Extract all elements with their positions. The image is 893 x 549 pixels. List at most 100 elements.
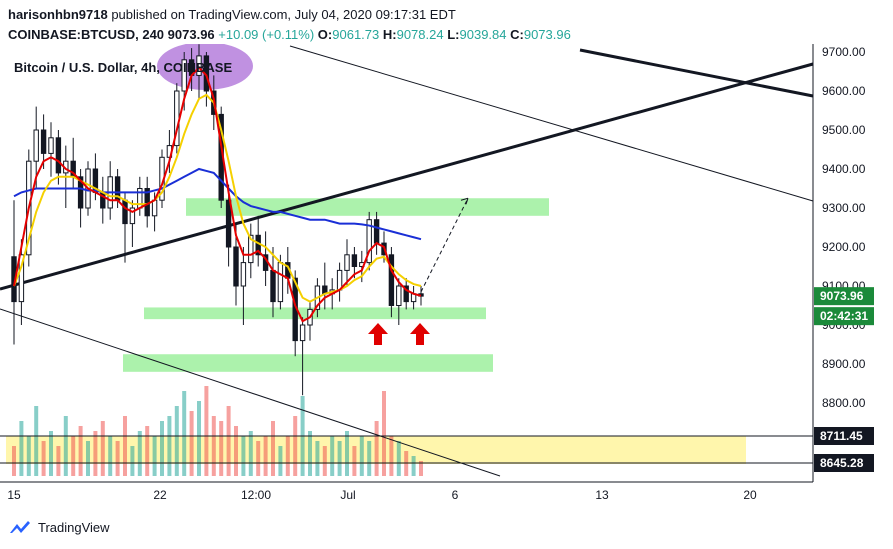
x-tick-label: 22 xyxy=(153,488,167,502)
y-tick-label: 9400.00 xyxy=(822,162,866,176)
volume-bar xyxy=(174,406,179,476)
volume-bar xyxy=(330,436,335,476)
candle-body xyxy=(181,59,187,92)
up-arrow-icon xyxy=(368,323,388,345)
price-change: +10.09 (+0.11%) xyxy=(218,27,315,42)
volume-bar xyxy=(56,446,61,476)
price-tag-label: 9073.96 xyxy=(820,289,864,303)
rising-trendline[interactable] xyxy=(0,62,814,291)
footer: TradingView xyxy=(8,519,110,535)
candle-body xyxy=(366,219,372,264)
candle-body xyxy=(233,246,239,287)
volume-bar xyxy=(93,431,98,476)
volume-bar xyxy=(145,426,150,476)
volume-bar xyxy=(411,456,416,476)
y-tick-label: 9600.00 xyxy=(822,84,866,98)
tradingview-logo-icon[interactable] xyxy=(8,519,32,535)
candle-body xyxy=(277,262,284,303)
volume-bar xyxy=(345,431,349,476)
x-tick-label: 12:00 xyxy=(241,488,271,502)
y-tick-label: 9200.00 xyxy=(822,240,866,254)
footer-brand[interactable]: TradingView xyxy=(38,519,110,535)
candle-body xyxy=(40,129,47,154)
y-tick-label: 9700.00 xyxy=(822,45,866,59)
volume-bar xyxy=(34,406,39,476)
trendlines-layer[interactable] xyxy=(0,45,814,477)
candle-body xyxy=(18,254,25,303)
volume-bar xyxy=(359,436,364,476)
volume-bar xyxy=(367,441,372,476)
price-chart[interactable]: 9700.00 9600.00 9500.00 9400.00 9300.00 9200.… xyxy=(0,44,893,514)
price-tag-label: 8645.28 xyxy=(820,456,864,470)
volume-bar xyxy=(130,446,135,476)
volume-bar xyxy=(26,436,31,476)
volume-bar xyxy=(189,411,194,476)
volume-bar xyxy=(197,401,201,476)
y-tick-label: 9300.00 xyxy=(822,201,866,215)
projection-line xyxy=(420,198,469,293)
volume-layer xyxy=(12,386,423,476)
x-tick-label: 15 xyxy=(7,488,21,502)
candle-body xyxy=(196,55,202,76)
volume-bar xyxy=(248,431,253,476)
volume-bar xyxy=(123,416,127,476)
up-arrow-icon xyxy=(410,323,430,345)
y-tick-label: 8800.00 xyxy=(822,396,866,410)
x-tick-label: Jul xyxy=(340,488,355,502)
lower-channel-line[interactable] xyxy=(0,308,501,477)
price-tag-box xyxy=(814,454,874,472)
volume-bar xyxy=(137,431,142,476)
annotations-layer xyxy=(368,197,469,345)
volume-bar xyxy=(219,421,224,476)
volume-bar xyxy=(322,446,327,476)
volume-bar xyxy=(271,421,275,476)
open-label: O: xyxy=(317,27,333,42)
candle-body xyxy=(122,199,128,225)
candle-body xyxy=(351,254,358,268)
candle-body xyxy=(240,262,247,287)
x-tick-label: 13 xyxy=(595,488,609,502)
projection-arrowhead xyxy=(460,197,469,205)
price-tag-label: 02:42:31 xyxy=(820,309,868,323)
volume-bar xyxy=(49,431,53,476)
volume-bar xyxy=(182,391,187,476)
volume-bar xyxy=(241,436,246,476)
chart-title: Bitcoin / U.S. Dollar, 4h, COINBASE xyxy=(14,60,232,75)
ohlc-line: COINBASE:BTCUSD, 240 9073.96 +10.09 (+0.… xyxy=(8,26,888,43)
volume-bar xyxy=(293,416,298,476)
close-value: 9073.96 xyxy=(523,27,571,42)
candle-body xyxy=(388,254,395,307)
volume-bar xyxy=(396,441,401,476)
volume-bar xyxy=(108,436,113,476)
volume-bar xyxy=(382,391,386,476)
volume-bar xyxy=(100,421,105,476)
volume-bar xyxy=(278,446,283,476)
open-value: 9061.73 xyxy=(332,27,380,42)
volume-bar xyxy=(71,436,76,476)
candle-body xyxy=(248,234,254,264)
volume-bar xyxy=(115,441,120,476)
low-label: L: xyxy=(447,27,460,42)
candles-layer xyxy=(11,44,424,396)
volume-bar xyxy=(12,446,16,476)
volume-bar xyxy=(419,461,423,476)
volume-bar xyxy=(263,436,268,476)
volume-bar xyxy=(152,436,157,476)
price-tag-label: 8711.45 xyxy=(820,429,863,443)
close-label: C: xyxy=(510,27,524,42)
volume-bar xyxy=(167,416,172,476)
y-tick-label: 9500.00 xyxy=(822,123,866,137)
last-price: 9073.96 xyxy=(167,27,215,42)
author-name[interactable]: harisonhbn9718 xyxy=(8,7,108,22)
axis-labels-layer: 9700.00 9600.00 9500.00 9400.00 9300.00 9200.… xyxy=(0,45,874,502)
candle-body xyxy=(55,137,62,174)
upper-channel-line[interactable] xyxy=(289,45,814,202)
candle-body xyxy=(151,199,158,217)
candle-body xyxy=(77,176,84,209)
candle-body xyxy=(270,269,276,303)
falling-trendline[interactable] xyxy=(579,48,814,98)
volume-bar xyxy=(41,441,46,476)
chart-header: harisonhbn9718 published on TradingView.… xyxy=(8,6,888,43)
candle-body xyxy=(225,199,232,248)
ma-red-line xyxy=(13,66,422,323)
